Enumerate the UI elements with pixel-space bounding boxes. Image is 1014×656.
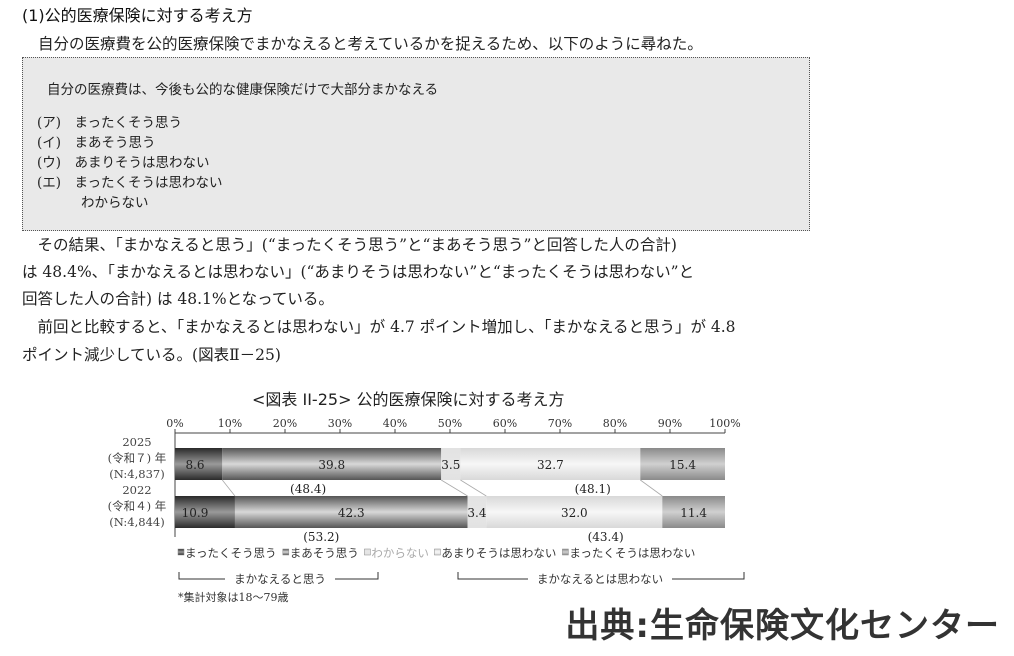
option-b: (イ) まあそう思う	[37, 135, 156, 151]
legend-label: わからない	[371, 546, 429, 560]
bar-segment	[175, 496, 235, 528]
bar-segment	[460, 448, 641, 480]
comparison-paragraph-line: 前回と比較すると、「まかなえるとは思わない」が 4.7 ポイント増加し、「まかな…	[22, 318, 736, 336]
bar-segment	[175, 448, 223, 480]
disagree-group-label: まかなえるとは思わない	[537, 572, 663, 586]
connector-line	[640, 479, 663, 497]
data-label: 11.4	[680, 506, 707, 520]
data-label: 10.9	[182, 506, 209, 520]
bar-segment	[441, 448, 461, 480]
x-tick-label: 60%	[493, 417, 517, 430]
data-label: 39.8	[318, 458, 345, 472]
legend-swatch	[177, 548, 185, 556]
option-a: (ア) まったくそう思う	[37, 115, 182, 131]
data-label: 3.4	[467, 506, 486, 520]
data-label: 3.5	[441, 458, 460, 472]
disagree-total-label: (43.4)	[588, 530, 624, 544]
legend-swatch	[364, 548, 371, 556]
option-c: (ウ) あまりそうは思わない	[37, 155, 210, 171]
section-heading: (1)公的医療保険に対する考え方	[22, 6, 253, 25]
option-d: (エ) まったくそうは思わない	[37, 175, 223, 191]
x-tick-label: 80%	[603, 417, 627, 430]
intro-text: 自分の医療費を公的医療保険でまかなえると考えているかを捉えるため、以下のように尋…	[38, 35, 703, 53]
chart-title: <図表 II-25> 公的医療保険に対する考え方	[252, 390, 565, 409]
bar-segment	[467, 496, 487, 528]
x-tick-label: 10%	[218, 417, 242, 430]
category-label: 2022	[122, 483, 151, 497]
connector-line	[221, 479, 236, 497]
bar-segment	[486, 496, 663, 528]
bar-segment	[222, 448, 442, 480]
disagree-group-bracket	[457, 572, 745, 580]
legend-swatch	[434, 548, 441, 556]
result-paragraph-line: 回答した人の合計) は 48.1%となっている。	[22, 290, 334, 308]
legend-label: まったくそう思う	[185, 546, 277, 560]
category-label: (令和４) 年	[108, 499, 167, 513]
data-label: 42.3	[338, 506, 365, 520]
bar-segment	[234, 496, 468, 528]
agree-total-label: (53.2)	[303, 530, 339, 544]
data-label: 32.7	[537, 458, 564, 472]
connector-line	[440, 479, 468, 497]
x-tick-label: 50%	[438, 417, 462, 430]
legend-swatch	[282, 548, 290, 556]
result-paragraph-line: その結果、「まかなえると思う」(“まったくそう思う”と“まあそう思う”と回答した…	[22, 236, 677, 254]
legend-label: まったくそうは思わない	[569, 546, 695, 560]
data-label: 15.4	[669, 458, 696, 472]
agree-total-label: (48.4)	[290, 482, 326, 496]
option-unknown: わからない	[81, 195, 149, 211]
x-tick-label: 70%	[548, 417, 572, 430]
disagree-total-label: (48.1)	[575, 482, 611, 496]
bar-segment	[640, 448, 725, 480]
x-tick-label: 100%	[709, 417, 740, 430]
category-label: (N:4,844)	[109, 515, 164, 529]
question-box: 自分の医療費は、今後も公的な健康保険だけで大部分まかなえる (ア) まったくそう…	[22, 57, 810, 231]
agree-group-bracket	[178, 572, 379, 580]
data-label: 32.0	[561, 506, 588, 520]
connector-line	[460, 479, 487, 497]
comparison-paragraph-line: ポイント減少している。(図表Ⅱ－25)	[22, 346, 281, 364]
x-tick-label: 0%	[166, 417, 183, 430]
category-label: (令和７) 年	[108, 451, 167, 465]
bar-segment	[662, 496, 725, 528]
legend-label: あまりそうは思わない	[441, 546, 556, 560]
data-label: 8.6	[185, 458, 204, 472]
question-text: 自分の医療費は、今後も公的な健康保険だけで大部分まかなえる	[47, 82, 439, 98]
x-tick-label: 30%	[328, 417, 352, 430]
result-paragraph-line: は 48.4%、「まかなえるとは思わない」(“あまりそうは思わない”と“まったく…	[22, 263, 695, 281]
source-credit: 出典:生命保険文化センター	[565, 606, 1000, 646]
chart-footnote: *集計対象は18～79歳	[178, 590, 289, 604]
category-label: 2025	[122, 435, 151, 449]
x-tick-label: 20%	[273, 417, 297, 430]
category-label: (N:4,837)	[109, 467, 164, 481]
x-tick-label: 90%	[658, 417, 682, 430]
x-tick-label: 40%	[383, 417, 407, 430]
legend-label: まあそう思う	[290, 546, 359, 560]
agree-group-label: まかなえると思う	[234, 572, 326, 586]
legend-swatch	[562, 548, 569, 556]
